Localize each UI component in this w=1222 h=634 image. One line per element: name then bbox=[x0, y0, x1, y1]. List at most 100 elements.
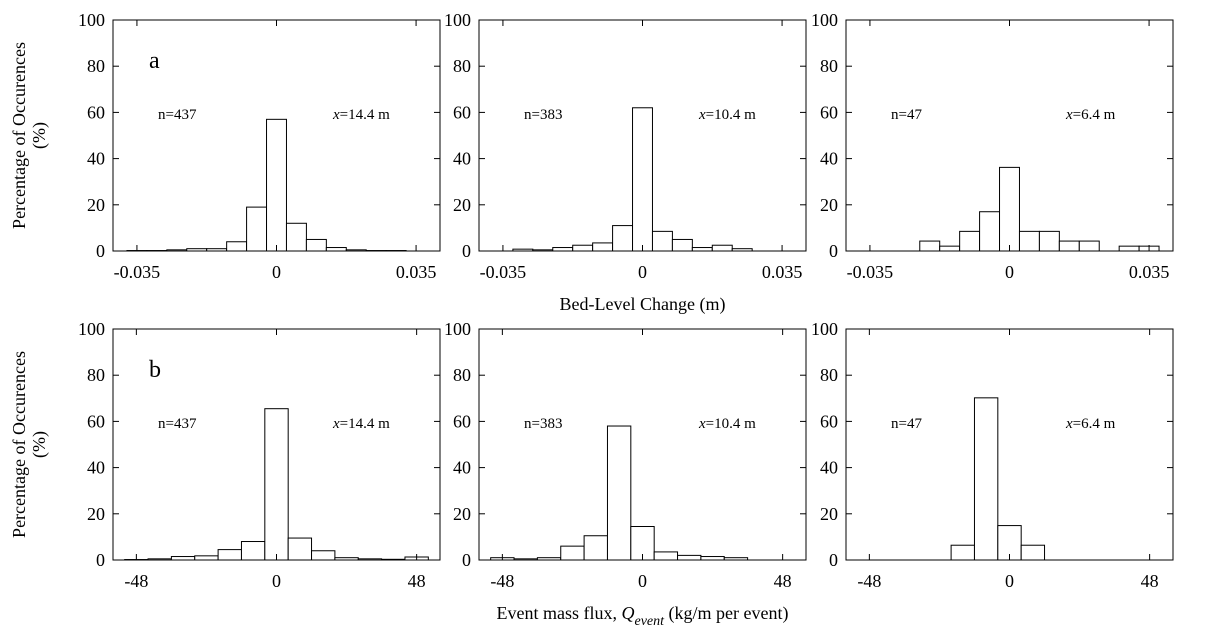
bar bbox=[999, 166, 1020, 252]
y-tick-label: 80 bbox=[453, 56, 471, 76]
bar bbox=[552, 247, 574, 252]
bar bbox=[979, 211, 1001, 252]
y-tick-label: 40 bbox=[87, 458, 105, 478]
location-label: x=6.4 m bbox=[1065, 416, 1116, 432]
x-tick-label: -0.035 bbox=[114, 262, 161, 282]
location-value: =10.4 m bbox=[706, 107, 756, 123]
bar bbox=[651, 230, 673, 252]
location-var: x bbox=[698, 107, 706, 123]
y-tick-label: 0 bbox=[96, 550, 105, 570]
location-label: x=6.4 m bbox=[1065, 107, 1116, 123]
y-tick-label: 20 bbox=[87, 195, 105, 215]
location-label: x=10.4 m bbox=[698, 416, 756, 432]
bar bbox=[632, 107, 653, 252]
x-tick-label: -0.035 bbox=[847, 262, 894, 282]
y-tick-label: 0 bbox=[96, 241, 105, 261]
x-axis-label: Bed-Level Change (m) bbox=[560, 294, 726, 315]
location-value: =14.4 m bbox=[340, 107, 390, 123]
y-tick-label: 0 bbox=[462, 550, 471, 570]
x-tick-label: 0 bbox=[272, 571, 281, 591]
y-axis-label: Percentage of Occurences bbox=[9, 351, 29, 538]
bar bbox=[1038, 230, 1060, 252]
bar bbox=[246, 206, 268, 252]
bar bbox=[691, 247, 713, 252]
x-tick-label: 0 bbox=[1005, 571, 1014, 591]
y-tick-label: 80 bbox=[87, 365, 105, 385]
y-tick-label: 60 bbox=[87, 102, 105, 122]
y-tick-label: 40 bbox=[453, 149, 471, 169]
y-axis-label: (%) bbox=[29, 122, 50, 149]
x-tick-label: -0.035 bbox=[480, 262, 527, 282]
bar bbox=[612, 225, 634, 252]
location-value: =6.4 m bbox=[1073, 416, 1116, 432]
y-tick-label: 100 bbox=[444, 319, 471, 339]
panel-label: b bbox=[149, 357, 161, 383]
y-tick-label: 100 bbox=[811, 10, 838, 30]
x-axis-label-part: Bed-Level Change (m) bbox=[560, 294, 726, 315]
x-tick-label: 0.035 bbox=[1129, 262, 1170, 282]
bar bbox=[653, 551, 679, 561]
y-tick-label: 80 bbox=[820, 56, 838, 76]
x-axis-label: Event mass flux, Qevent (kg/m per event) bbox=[497, 603, 789, 629]
bar bbox=[700, 556, 725, 561]
y-tick-label: 0 bbox=[829, 241, 838, 261]
bar bbox=[194, 555, 219, 561]
x-tick-label: 0.035 bbox=[396, 262, 437, 282]
bar bbox=[959, 230, 981, 252]
y-tick-label: 20 bbox=[453, 504, 471, 524]
y-tick-label: 60 bbox=[453, 102, 471, 122]
location-var: x bbox=[1065, 107, 1073, 123]
y-tick-label: 40 bbox=[820, 149, 838, 169]
bar bbox=[671, 238, 693, 252]
x-axis-label-part: Event mass flux, bbox=[497, 603, 622, 623]
sample-size: n=437 bbox=[158, 107, 197, 123]
x-tick-label: 0 bbox=[638, 262, 647, 282]
x-axis-label-part: (kg/m per event) bbox=[664, 603, 788, 624]
x-tick-label: -48 bbox=[124, 571, 148, 591]
bar bbox=[305, 238, 327, 252]
bar bbox=[264, 408, 289, 561]
panel-label: a bbox=[149, 48, 160, 74]
x-tick-label: 0.035 bbox=[762, 262, 803, 282]
bar bbox=[266, 118, 287, 252]
bar bbox=[606, 425, 632, 561]
bar bbox=[1018, 230, 1040, 252]
y-tick-label: 40 bbox=[453, 458, 471, 478]
sample-size: n=383 bbox=[524, 416, 562, 432]
bar bbox=[170, 556, 196, 561]
x-tick-label: 0 bbox=[272, 262, 281, 282]
y-tick-label: 100 bbox=[78, 319, 105, 339]
location-value: =10.4 m bbox=[706, 416, 756, 432]
y-tick-label: 20 bbox=[820, 195, 838, 215]
x-axis-label-part: event bbox=[635, 614, 666, 629]
bar bbox=[1058, 240, 1080, 252]
y-axis-label: Percentage of Occurences bbox=[9, 42, 29, 229]
y-tick-label: 100 bbox=[444, 10, 471, 30]
y-tick-label: 40 bbox=[820, 458, 838, 478]
y-axis-label: (%) bbox=[29, 431, 50, 458]
y-tick-label: 20 bbox=[453, 195, 471, 215]
bar bbox=[919, 240, 941, 252]
sample-size: n=47 bbox=[891, 107, 922, 123]
bar bbox=[572, 244, 594, 252]
y-tick-label: 20 bbox=[820, 504, 838, 524]
bar bbox=[592, 242, 614, 252]
bar bbox=[240, 541, 266, 561]
y-tick-label: 60 bbox=[820, 411, 838, 431]
bar bbox=[677, 554, 702, 561]
bar bbox=[285, 222, 307, 252]
location-label: x=14.4 m bbox=[332, 107, 390, 123]
y-tick-label: 100 bbox=[78, 10, 105, 30]
bar bbox=[287, 537, 313, 561]
x-tick-label: -48 bbox=[857, 571, 881, 591]
location-var: x bbox=[332, 416, 340, 432]
bar bbox=[311, 550, 336, 561]
sample-size: n=47 bbox=[891, 416, 922, 432]
location-var: x bbox=[698, 416, 706, 432]
x-tick-label: 0 bbox=[638, 571, 647, 591]
y-tick-label: 40 bbox=[87, 149, 105, 169]
location-label: x=10.4 m bbox=[698, 107, 756, 123]
location-label: x=14.4 m bbox=[332, 416, 390, 432]
x-tick-label: 0 bbox=[1005, 262, 1014, 282]
